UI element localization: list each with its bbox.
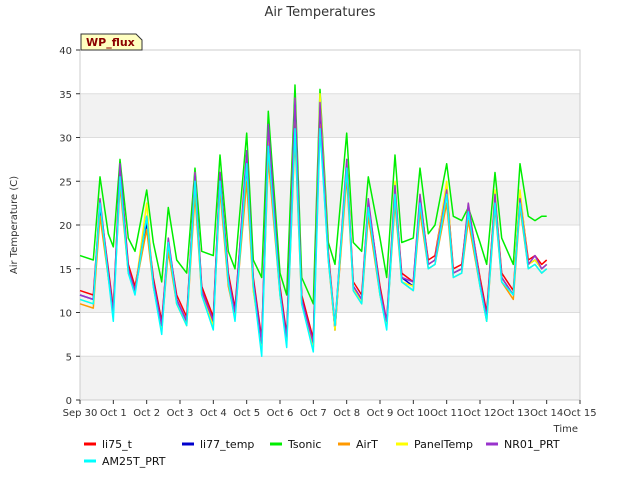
legend-item: li75_t xyxy=(84,438,133,451)
legend-label: Tsonic xyxy=(287,438,321,451)
chart-title: Air Temperatures xyxy=(264,5,375,20)
x-axis-label: Time xyxy=(553,424,578,435)
wp-flux-badge: WP_flux xyxy=(80,33,143,51)
x-tick-label: Oct 1 xyxy=(100,408,127,419)
series-line-am25t-prt xyxy=(79,128,548,358)
x-tick-label: Oct 5 xyxy=(233,408,260,419)
x-tick-label: Oct 11 xyxy=(430,408,463,419)
x-tick-label: Oct 13 xyxy=(497,408,530,419)
x-tick-label: Oct 2 xyxy=(133,408,160,419)
legend-label: li77_temp xyxy=(200,438,254,451)
legend-label: li75_t xyxy=(102,438,133,451)
axes-layer: 0 5 10 15 20 25 30 35 40 Sep 30 Oct 1 Oct 2 Oct 3 Oct… xyxy=(59,46,596,419)
legend-item: AirT xyxy=(338,438,378,451)
x-tick-label: Oct 8 xyxy=(333,408,360,419)
badge-box xyxy=(80,33,143,51)
y-tick-label: 30 xyxy=(59,134,72,145)
x-tick-label: Oct 6 xyxy=(267,408,294,419)
legend-item: AM25T_PRT xyxy=(84,455,166,468)
legend-item: PanelTemp xyxy=(396,438,473,451)
y-tick-label: 5 xyxy=(66,352,72,363)
x-tick-label: Oct 3 xyxy=(167,408,194,419)
y-tick-label: 20 xyxy=(59,221,72,232)
y-tick-label: 25 xyxy=(59,177,72,188)
grid-band xyxy=(80,181,580,225)
legend-item: NR01_PRT xyxy=(486,438,560,451)
y-tick-label: 40 xyxy=(59,46,72,57)
series-layer xyxy=(79,84,548,358)
legend-item: li77_temp xyxy=(182,438,254,451)
legend-label: PanelTemp xyxy=(414,438,473,451)
y-tick-label: 0 xyxy=(66,396,72,407)
legend-label: AirT xyxy=(356,438,378,451)
legend-label: NR01_PRT xyxy=(504,438,560,451)
grid-band xyxy=(80,356,580,400)
badge-label: WP_flux xyxy=(86,36,135,49)
x-tick-label: Oct 14 xyxy=(530,408,563,419)
x-tick-label: Oct 15 xyxy=(563,408,596,419)
x-tick-label: Oct 10 xyxy=(397,408,430,419)
x-tick-label: Oct 7 xyxy=(300,408,327,419)
y-tick-label: 10 xyxy=(59,309,72,320)
y-tick-label: 15 xyxy=(59,265,72,276)
legend-label: AM25T_PRT xyxy=(102,455,166,468)
y-axis-label: Air Temperature (C) xyxy=(9,176,20,274)
plot-area xyxy=(79,49,581,401)
grid-band xyxy=(80,93,580,138)
x-tick-label: Sep 30 xyxy=(63,408,98,419)
y-tick-label: 35 xyxy=(59,90,72,101)
x-tick-label: Oct 4 xyxy=(200,408,227,419)
legend: li75_t li77_temp Tsonic AirT PanelTemp NR01_P… xyxy=(84,438,560,468)
legend-item: Tsonic xyxy=(270,438,321,451)
x-tick-label: Oct 9 xyxy=(367,408,394,419)
x-tick-label: Oct 12 xyxy=(463,408,496,419)
